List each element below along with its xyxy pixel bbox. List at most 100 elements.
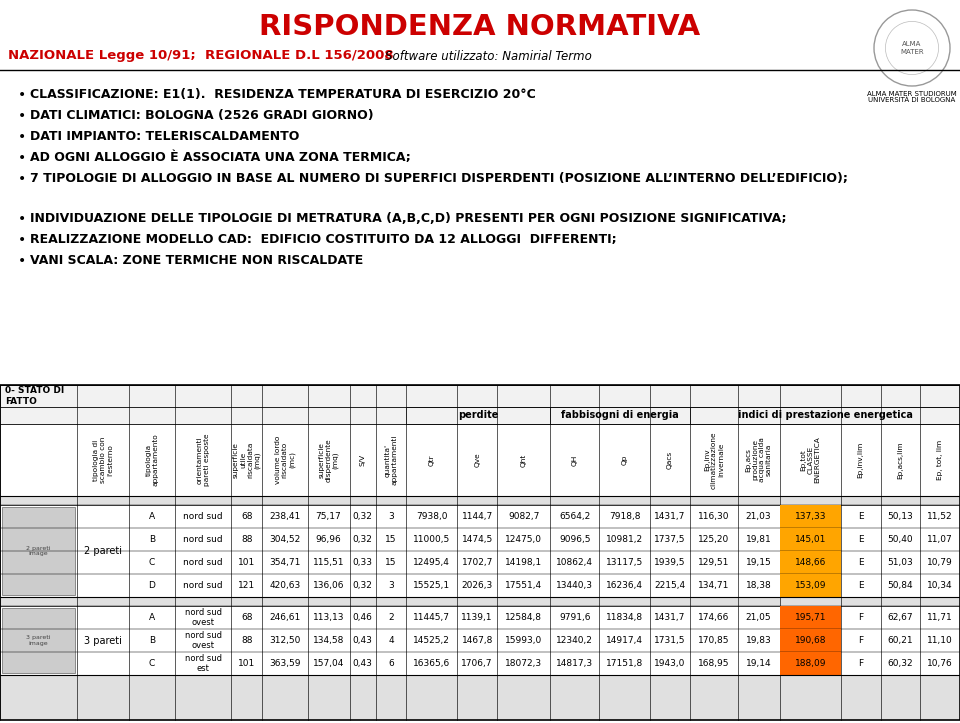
Text: Ep, tot, lim: Ep, tot, lim (937, 440, 943, 480)
Text: 18072,3: 18072,3 (505, 659, 542, 668)
Text: 19,81: 19,81 (746, 535, 772, 544)
Text: 14525,2: 14525,2 (414, 636, 450, 645)
Bar (0, 385, 960, 407)
Text: 1467,8: 1467,8 (462, 636, 492, 645)
Text: Qve: Qve (474, 453, 480, 467)
Text: 1474,5: 1474,5 (462, 535, 492, 544)
Text: E: E (858, 535, 864, 544)
Text: 11445,7: 11445,7 (413, 613, 450, 622)
Text: CLASSIFICAZIONE: E1(1).  RESIDENZA TEMPERATURA DI ESERCIZIO 20°C: CLASSIFICAZIONE: E1(1). RESIDENZA TEMPER… (30, 88, 536, 101)
Text: 50,84: 50,84 (888, 581, 913, 590)
Text: orientamenti
pareti esposte: orientamenti pareti esposte (197, 434, 209, 487)
Text: •: • (18, 130, 26, 144)
Text: tipologia di
scambio con
l'esterno: tipologia di scambio con l'esterno (93, 437, 113, 483)
Text: 14817,3: 14817,3 (556, 659, 593, 668)
Text: 1706,7: 1706,7 (462, 659, 492, 668)
Text: •: • (18, 151, 26, 165)
Text: 21,05: 21,05 (746, 613, 772, 622)
Text: ALMA MATER STUDIORUM: ALMA MATER STUDIORUM (867, 91, 957, 97)
Text: F: F (858, 636, 863, 645)
Text: 68: 68 (241, 613, 252, 622)
Text: 125,20: 125,20 (698, 535, 730, 544)
Text: nord sud: nord sud (183, 512, 223, 521)
Text: 12584,8: 12584,8 (505, 613, 542, 622)
Text: 2: 2 (388, 613, 394, 622)
Text: 75,17: 75,17 (316, 512, 342, 521)
Text: 15: 15 (385, 558, 396, 567)
Bar (0, 597, 960, 606)
Text: Ep,tot
CLASSE
ENERGETICA: Ep,tot CLASSE ENERGETICA (801, 437, 820, 484)
Text: 246,61: 246,61 (269, 613, 300, 622)
Text: 12340,2: 12340,2 (556, 636, 593, 645)
Text: 134,58: 134,58 (313, 636, 345, 645)
Text: 2215,4: 2215,4 (655, 581, 685, 590)
Text: 115,51: 115,51 (313, 558, 345, 567)
Text: QH: QH (572, 454, 578, 466)
Text: 1731,5: 1731,5 (655, 636, 685, 645)
Text: 14917,4: 14917,4 (606, 636, 643, 645)
Text: Qtr: Qtr (429, 454, 435, 466)
Text: 14198,1: 14198,1 (505, 558, 542, 567)
Bar (550, 407, 690, 424)
Text: 1939,5: 1939,5 (655, 558, 685, 567)
Bar (690, 407, 960, 424)
Text: 1702,7: 1702,7 (462, 558, 492, 567)
Text: DATI CLIMATICI: BOLOGNA (2526 GRADI GIORNO): DATI CLIMATICI: BOLOGNA (2526 GRADI GIOR… (30, 109, 373, 122)
Text: superficie
utile
riscaldata
(mq): superficie utile riscaldata (mq) (233, 442, 260, 478)
Text: UNIVERSITÀ DI BOLOGNA: UNIVERSITÀ DI BOLOGNA (869, 97, 955, 103)
Text: nord sud: nord sud (183, 535, 223, 544)
Bar (0, 675, 960, 720)
Bar (2, 608, 75, 673)
Text: F: F (858, 659, 863, 668)
Text: 420,63: 420,63 (269, 581, 300, 590)
Text: 3 pareti
image: 3 pareti image (26, 635, 51, 646)
Text: E: E (858, 581, 864, 590)
Text: 134,71: 134,71 (698, 581, 730, 590)
Bar (0, 407, 960, 424)
Text: 148,66: 148,66 (795, 558, 826, 567)
Text: 174,66: 174,66 (698, 613, 730, 622)
Bar (406, 407, 550, 424)
Text: 68: 68 (241, 512, 252, 521)
Text: RISPONDENZA NORMATIVA: RISPONDENZA NORMATIVA (259, 13, 701, 41)
Text: 0- STATO DI
FATTO: 0- STATO DI FATTO (5, 386, 64, 406)
Text: DATI IMPIANTO: TELERISCALDAMENTO: DATI IMPIANTO: TELERISCALDAMENTO (30, 130, 300, 143)
Text: 153,09: 153,09 (795, 581, 826, 590)
Text: 113,13: 113,13 (313, 613, 345, 622)
Text: 6: 6 (388, 659, 394, 668)
Text: 0,33: 0,33 (352, 558, 372, 567)
Text: 101: 101 (238, 659, 255, 668)
Text: C: C (149, 558, 156, 567)
Text: 50,40: 50,40 (888, 535, 913, 544)
Bar (780, 528, 841, 551)
Text: 170,85: 170,85 (698, 636, 730, 645)
Text: nord sud: nord sud (184, 631, 222, 640)
Text: 2 pareti
image: 2 pareti image (26, 546, 51, 557)
Text: 18,38: 18,38 (746, 581, 772, 590)
Text: 0,32: 0,32 (352, 581, 372, 590)
Text: 9791,6: 9791,6 (559, 613, 590, 622)
Text: 12475,0: 12475,0 (505, 535, 542, 544)
Text: INDIVIDUAZIONE DELLE TIPOLOGIE DI METRATURA (A,B,C,D) PRESENTI PER OGNI POSIZION: INDIVIDUAZIONE DELLE TIPOLOGIE DI METRAT… (30, 212, 786, 225)
Text: ALMA
MATER: ALMA MATER (900, 41, 924, 54)
Text: 188,09: 188,09 (795, 659, 826, 668)
Text: Software utilizzato: Namirial Termo: Software utilizzato: Namirial Termo (385, 49, 592, 62)
Text: 9082,7: 9082,7 (508, 512, 540, 521)
Text: 13117,5: 13117,5 (606, 558, 643, 567)
Text: 7918,8: 7918,8 (609, 512, 640, 521)
Text: 304,52: 304,52 (269, 535, 300, 544)
Text: 17551,4: 17551,4 (505, 581, 542, 590)
Text: perdite: perdite (458, 411, 498, 421)
Text: Qht: Qht (520, 453, 527, 466)
Text: 1431,7: 1431,7 (655, 613, 685, 622)
Text: nord sud: nord sud (183, 558, 223, 567)
Text: 10,34: 10,34 (927, 581, 953, 590)
Text: •: • (18, 233, 26, 247)
Text: 11,52: 11,52 (927, 512, 953, 521)
Text: REALIZZAZIONE MODELLO CAD:  EDIFICIO COSTITUITO DA 12 ALLOGGI  DIFFERENTI;: REALIZZAZIONE MODELLO CAD: EDIFICIO COST… (30, 233, 616, 246)
Text: •: • (18, 109, 26, 123)
Text: 354,71: 354,71 (269, 558, 300, 567)
Text: 0,43: 0,43 (352, 659, 372, 668)
Text: •: • (18, 172, 26, 186)
Text: 1737,5: 1737,5 (655, 535, 685, 544)
